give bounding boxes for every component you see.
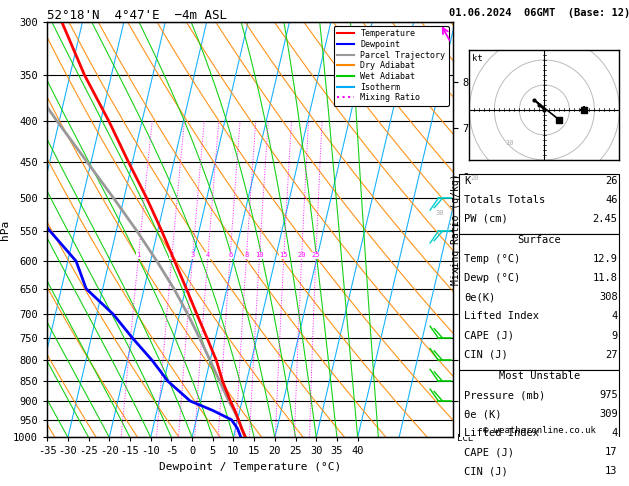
Text: 27: 27 <box>605 350 618 360</box>
Text: 4: 4 <box>611 428 618 438</box>
Text: Surface: Surface <box>518 235 561 245</box>
Text: 26: 26 <box>605 175 618 186</box>
Text: 975: 975 <box>599 390 618 400</box>
Text: 1: 1 <box>136 252 141 258</box>
Text: 25: 25 <box>311 252 320 258</box>
Text: Lifted Index: Lifted Index <box>464 312 539 322</box>
Text: Mixing Ratio (g/kg): Mixing Ratio (g/kg) <box>451 174 461 285</box>
Text: 20: 20 <box>298 252 306 258</box>
Text: 46: 46 <box>605 195 618 205</box>
Text: 3: 3 <box>191 252 195 258</box>
Text: Lifted Index: Lifted Index <box>464 428 539 438</box>
Text: 52°18'N  4°47'E  −4m ASL: 52°18'N 4°47'E −4m ASL <box>47 9 227 22</box>
Text: 9: 9 <box>611 330 618 341</box>
Legend: Temperature, Dewpoint, Parcel Trajectory, Dry Adiabat, Wet Adiabat, Isotherm, Mi: Temperature, Dewpoint, Parcel Trajectory… <box>334 26 448 105</box>
Text: 2.45: 2.45 <box>593 214 618 224</box>
Text: kt: kt <box>472 54 483 63</box>
Text: 308: 308 <box>599 293 618 302</box>
Text: 6: 6 <box>228 252 232 258</box>
Text: 01.06.2024  06GMT  (Base: 12): 01.06.2024 06GMT (Base: 12) <box>448 8 629 17</box>
Text: PW (cm): PW (cm) <box>464 214 508 224</box>
Text: 10: 10 <box>255 252 264 258</box>
Text: CIN (J): CIN (J) <box>464 350 508 360</box>
Text: 13: 13 <box>605 467 618 476</box>
Text: 8: 8 <box>245 252 248 258</box>
X-axis label: Dewpoint / Temperature (°C): Dewpoint / Temperature (°C) <box>159 462 341 472</box>
FancyBboxPatch shape <box>459 234 620 370</box>
Text: θe(K): θe(K) <box>464 293 496 302</box>
Text: 2: 2 <box>170 252 174 258</box>
Text: Temp (°C): Temp (°C) <box>464 254 521 264</box>
Text: CAPE (J): CAPE (J) <box>464 448 515 457</box>
Text: LCL: LCL <box>457 434 473 444</box>
Text: 30: 30 <box>435 210 443 216</box>
Text: 17: 17 <box>605 448 618 457</box>
Text: © weatheronline.co.uk: © weatheronline.co.uk <box>483 426 596 435</box>
Text: 10: 10 <box>505 140 514 146</box>
Text: 12.9: 12.9 <box>593 254 618 264</box>
Text: 20: 20 <box>470 175 479 181</box>
Text: CIN (J): CIN (J) <box>464 467 508 476</box>
FancyBboxPatch shape <box>459 370 620 486</box>
Text: Most Unstable: Most Unstable <box>499 371 580 381</box>
FancyBboxPatch shape <box>459 174 620 234</box>
Text: θe (K): θe (K) <box>464 409 502 419</box>
Text: CAPE (J): CAPE (J) <box>464 330 515 341</box>
Text: 4: 4 <box>206 252 210 258</box>
Text: 4: 4 <box>611 312 618 322</box>
Text: K: K <box>464 175 470 186</box>
Text: Pressure (mb): Pressure (mb) <box>464 390 545 400</box>
Text: 309: 309 <box>599 409 618 419</box>
Text: Totals Totals: Totals Totals <box>464 195 545 205</box>
Text: 15: 15 <box>280 252 288 258</box>
Y-axis label: hPa: hPa <box>1 220 10 240</box>
Text: 11.8: 11.8 <box>593 273 618 283</box>
Text: Dewp (°C): Dewp (°C) <box>464 273 521 283</box>
